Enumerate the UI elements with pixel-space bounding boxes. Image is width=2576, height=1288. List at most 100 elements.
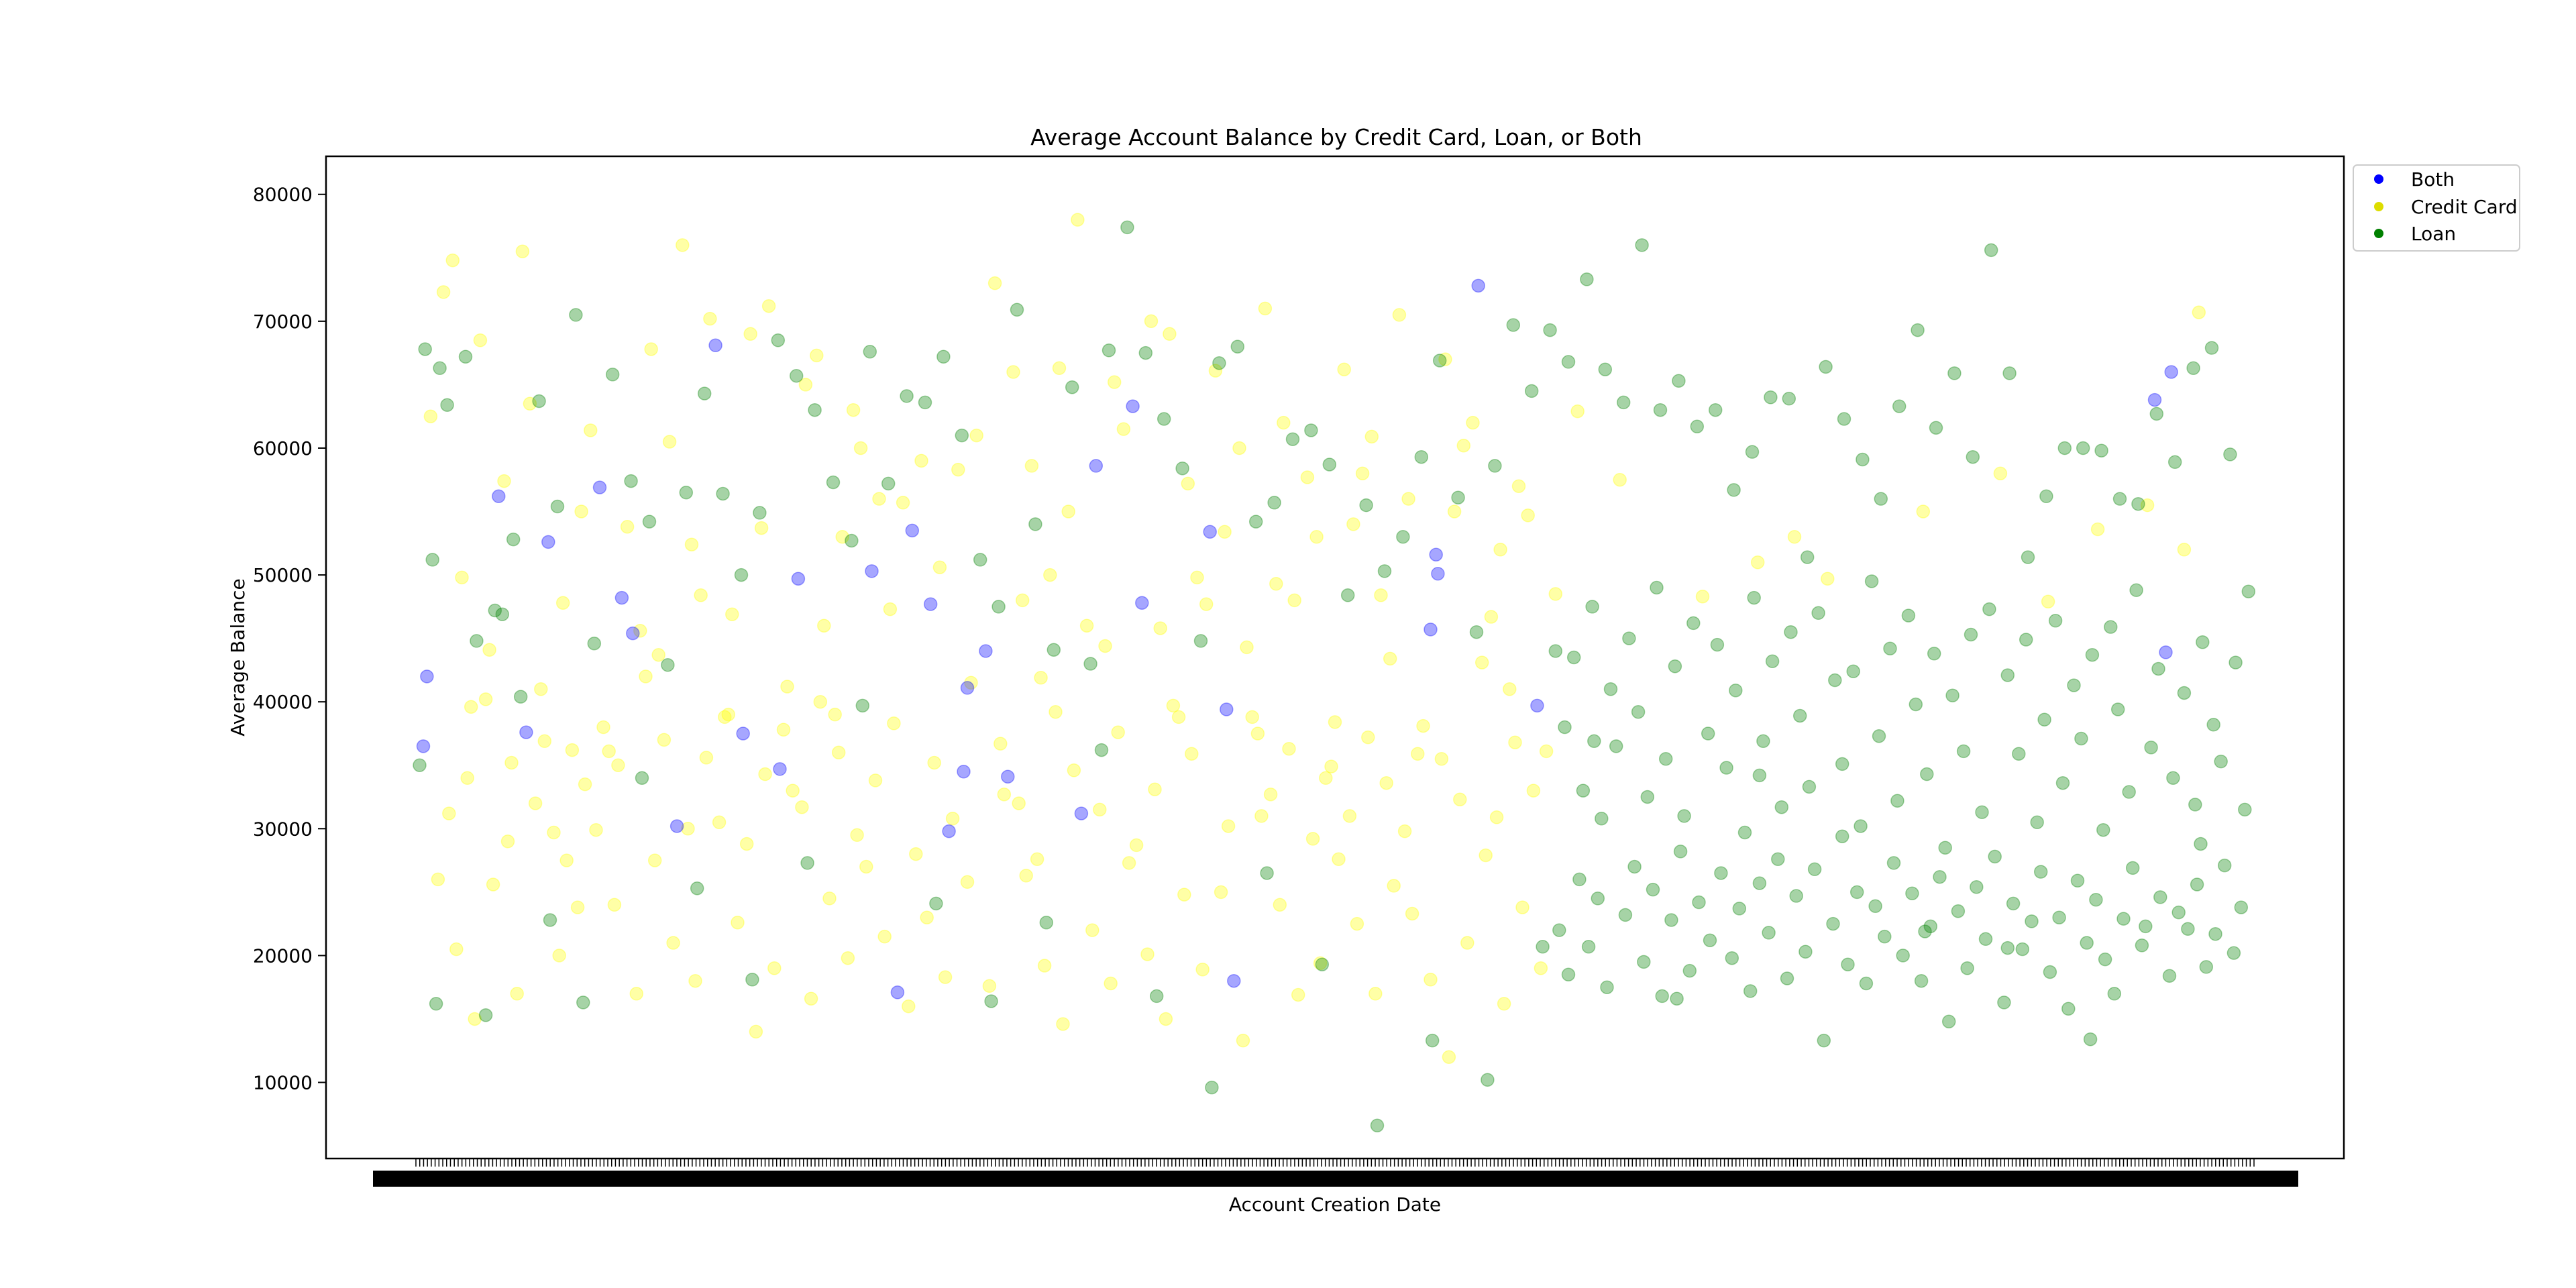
point-credit-card	[620, 519, 635, 534]
point-credit-card	[1503, 682, 1517, 696]
point-credit-card	[1539, 744, 1554, 759]
point-loan	[2196, 635, 2210, 649]
point-credit-card	[1166, 698, 1181, 713]
point-loan	[1065, 380, 1079, 394]
point-loan	[2135, 938, 2149, 953]
point-loan	[1046, 643, 1061, 657]
point-loan	[1616, 395, 1631, 410]
point-credit-card	[1374, 588, 1388, 602]
point-credit-card	[473, 333, 488, 347]
point-loan	[1010, 303, 1024, 317]
point-credit-card	[835, 530, 849, 544]
point-credit-card	[596, 720, 610, 735]
point-loan	[1737, 825, 1752, 840]
point-credit-card	[2090, 522, 2105, 537]
point-loan	[2002, 366, 2017, 380]
point-loan	[2085, 647, 2100, 662]
point-loan	[826, 475, 841, 490]
point-loan	[1970, 880, 1984, 894]
point-credit-card	[1052, 361, 1067, 376]
point-credit-card	[486, 877, 500, 892]
point-loan	[1230, 339, 1245, 354]
point-loan	[550, 499, 565, 514]
point-loan	[2188, 798, 2202, 812]
point-credit-card	[853, 441, 868, 455]
point-credit-card	[1140, 947, 1155, 961]
point-both	[773, 762, 787, 776]
point-loan	[1543, 323, 1557, 337]
point-credit-card	[831, 745, 846, 760]
point-credit-card	[1098, 639, 1112, 653]
point-loan	[1756, 734, 1770, 749]
point-credit-card	[584, 423, 598, 437]
point-credit-card	[1037, 959, 1052, 973]
point-credit-card	[1240, 640, 1254, 655]
point-credit-card	[1218, 525, 1232, 539]
point-credit-card	[2177, 543, 2192, 557]
point-credit-card	[1273, 898, 1287, 912]
point-credit-card	[1263, 787, 1278, 802]
point-credit-card	[1387, 879, 1401, 893]
point-loan	[881, 476, 896, 491]
point-loan	[1765, 654, 1780, 668]
point-loan	[1304, 423, 1318, 437]
point-loan	[679, 485, 694, 500]
point-loan	[1886, 856, 1901, 870]
point-credit-card	[1287, 593, 1301, 608]
point-loan	[1138, 345, 1153, 360]
point-loan	[2000, 941, 2015, 955]
point-loan	[1817, 1033, 1831, 1048]
chart-title: Average Account Balance by Credit Card, …	[1030, 124, 1642, 150]
point-loan	[1558, 720, 1572, 735]
point-loan	[1587, 734, 1601, 749]
point-loan	[2226, 946, 2241, 960]
point-credit-card	[565, 743, 580, 757]
point-loan	[2006, 896, 2021, 911]
point-loan	[605, 368, 620, 382]
point-loan	[1552, 923, 1566, 937]
point-loan	[1396, 530, 1410, 544]
point-both	[614, 590, 629, 605]
point-loan	[1725, 951, 1739, 965]
point-loan	[1982, 602, 1996, 616]
point-credit-card	[1350, 916, 1364, 931]
point-credit-card	[436, 285, 451, 299]
point-credit-card	[1067, 763, 1081, 777]
point-loan	[569, 308, 583, 322]
point-loan	[1784, 625, 1798, 639]
point-credit-card	[1107, 375, 1122, 389]
point-loan	[1414, 449, 1429, 464]
point-credit-card	[2041, 594, 2055, 609]
point-loan	[1828, 673, 1842, 688]
point-credit-card	[960, 875, 975, 889]
point-credit-card	[1324, 759, 1338, 773]
point-loan	[1157, 412, 1171, 426]
point-credit-card	[754, 521, 769, 535]
point-loan	[1984, 243, 1998, 258]
point-credit-card	[749, 1024, 763, 1039]
point-credit-card	[559, 853, 574, 867]
point-credit-card	[1916, 504, 1931, 519]
point-credit-card	[1185, 747, 1199, 761]
point-loan	[495, 607, 510, 621]
point-loan	[440, 398, 454, 412]
point-credit-card	[725, 607, 739, 621]
point-credit-card	[639, 669, 653, 684]
point-credit-card	[994, 737, 1008, 751]
point-loan	[1120, 220, 1134, 235]
point-credit-card	[909, 847, 923, 861]
point-loan	[543, 913, 557, 927]
point-credit-card	[510, 986, 524, 1001]
point-loan	[1923, 919, 1938, 934]
point-loan	[1682, 963, 1697, 978]
point-both	[420, 669, 434, 684]
point-both	[1431, 566, 1445, 581]
point-credit-card	[846, 402, 861, 417]
point-loan	[716, 486, 730, 501]
point-credit-card	[1447, 504, 1462, 519]
point-credit-card	[1034, 671, 1048, 685]
point-loan	[2229, 655, 2243, 669]
point-credit-card	[1012, 796, 1026, 810]
point-credit-card	[478, 692, 493, 706]
point-credit-card	[1521, 508, 1535, 523]
